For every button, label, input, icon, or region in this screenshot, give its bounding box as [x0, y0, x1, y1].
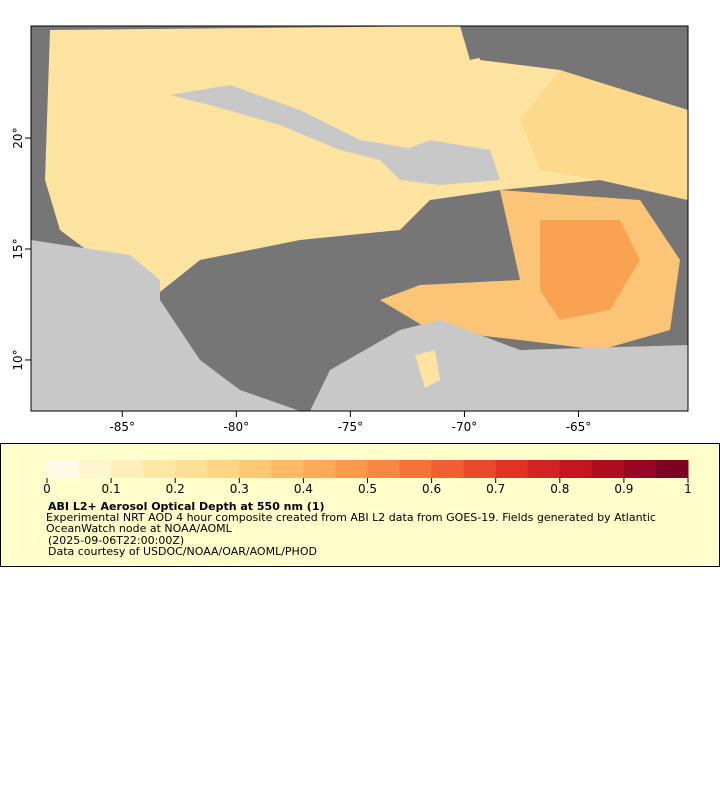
colorbar-tick-label: 0.3 [230, 482, 249, 496]
colorbar-cell [495, 460, 529, 478]
legend-description: Experimental NRT AOD 4 hour composite cr… [46, 512, 656, 535]
colorbar-tick-label: 0 [43, 482, 51, 496]
y-tick-label: 15° [11, 238, 25, 259]
legend-credit: Data courtesy of USDOC/NOAA/OAR/AOML/PHO… [48, 545, 317, 558]
legend-title: ABI L2+ Aerosol Optical Depth at 550 nm … [48, 500, 325, 513]
land [380, 140, 500, 185]
colorbar-cell [239, 460, 272, 478]
colorbar-cell [303, 460, 336, 478]
colorbar-tick-label: 1 [684, 482, 692, 496]
legend-time: (2025-09-06T22:00:00Z) [48, 534, 184, 547]
colorbar-cell [335, 460, 368, 478]
colorbar-cell [143, 460, 176, 478]
colorbar-cell [111, 460, 144, 478]
x-tick-label: -70° [452, 420, 478, 434]
land [170, 85, 420, 165]
colorbar-cell [47, 460, 80, 478]
colorbar-tick-label: 0.8 [550, 482, 569, 496]
legend-description-box: Experimental NRT AOD 4 hour composite cr… [46, 512, 656, 535]
colorbar-cell [623, 460, 657, 478]
map-image [31, 26, 688, 411]
aod-region [415, 350, 440, 388]
no-data-area [470, 26, 688, 110]
y-tick-label: 10° [11, 349, 25, 370]
colorbar-cell [271, 460, 304, 478]
y-tick-label: 20° [11, 127, 25, 148]
colorbar-cell [175, 460, 208, 478]
colorbar-tick-label: 0.5 [358, 482, 377, 496]
colorbar-cell [591, 460, 625, 478]
land [31, 240, 300, 411]
land [310, 320, 688, 411]
colorbar-cell [367, 460, 401, 478]
map-frame [30, 25, 689, 412]
x-tick-label: -65° [566, 420, 592, 434]
aod-region [520, 70, 688, 200]
colorbar-tick-label: 0.4 [294, 482, 313, 496]
colorbar-cell [527, 460, 561, 478]
colorbar-tick-label: 0.7 [486, 482, 505, 496]
colorbar-cell [399, 460, 433, 478]
x-tick-label: -75° [338, 420, 364, 434]
aod-region [540, 220, 640, 320]
colorbar-cell [559, 460, 593, 478]
x-tick-label: -85° [109, 420, 135, 434]
colorbar-cell [463, 460, 497, 478]
colorbar-tick-label: 0.6 [422, 482, 441, 496]
colorbar-cell [79, 460, 112, 478]
colorbar-cell [431, 460, 465, 478]
colorbar-cell [655, 460, 689, 478]
colorbar-tick-label: 0.9 [614, 482, 633, 496]
colorbar-tick-label: 0.2 [166, 482, 185, 496]
colorbar-tick-label: 0.1 [102, 482, 121, 496]
x-tick-label: -80° [224, 420, 250, 434]
colorbar-cell [207, 460, 240, 478]
